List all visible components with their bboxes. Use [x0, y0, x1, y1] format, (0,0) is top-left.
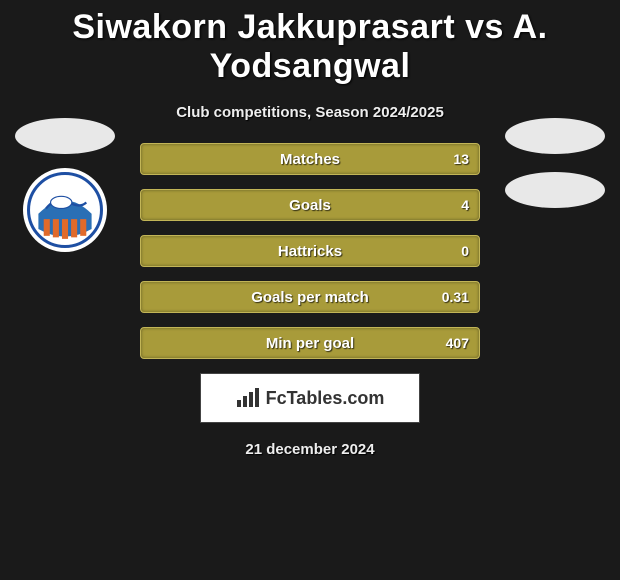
stat-label: Hattricks [278, 243, 342, 260]
stat-value: 407 [446, 335, 469, 351]
page-title: Siwakorn Jakkuprasart vs A. Yodsangwal [0, 0, 620, 86]
right-column [500, 118, 610, 208]
stat-value: 0 [461, 243, 469, 259]
stat-value: 0.31 [442, 289, 469, 305]
brand-box[interactable]: FcTables.com [200, 373, 420, 423]
player1-name: Siwakorn Jakkuprasart [72, 8, 455, 46]
stat-row-matches: Matches 13 [140, 143, 480, 175]
stat-row-goals: Goals 4 [140, 189, 480, 221]
bar-chart-icon [236, 388, 260, 408]
left-column [10, 118, 120, 252]
stat-value: 13 [453, 151, 469, 167]
stat-row-hattricks: Hattricks 0 [140, 235, 480, 267]
stat-row-min-per-goal: Min per goal 407 [140, 327, 480, 359]
club-badge-icon [27, 172, 103, 248]
player1-club-badge [23, 168, 107, 252]
stat-label: Min per goal [266, 335, 354, 352]
date-line: 21 december 2024 [0, 441, 620, 458]
vs-separator: vs [465, 8, 504, 46]
player2-club-placeholder [505, 172, 605, 208]
stat-label: Goals per match [251, 289, 369, 306]
brand-text: FcTables.com [266, 388, 385, 409]
stat-label: Goals [289, 197, 331, 214]
stat-label: Matches [280, 151, 340, 168]
player2-avatar-placeholder [505, 118, 605, 154]
stat-value: 4 [461, 197, 469, 213]
player1-avatar-placeholder [15, 118, 115, 154]
stats-panel: Matches 13 Goals 4 Hattricks 0 Goals per… [140, 143, 480, 359]
stat-row-goals-per-match: Goals per match 0.31 [140, 281, 480, 313]
